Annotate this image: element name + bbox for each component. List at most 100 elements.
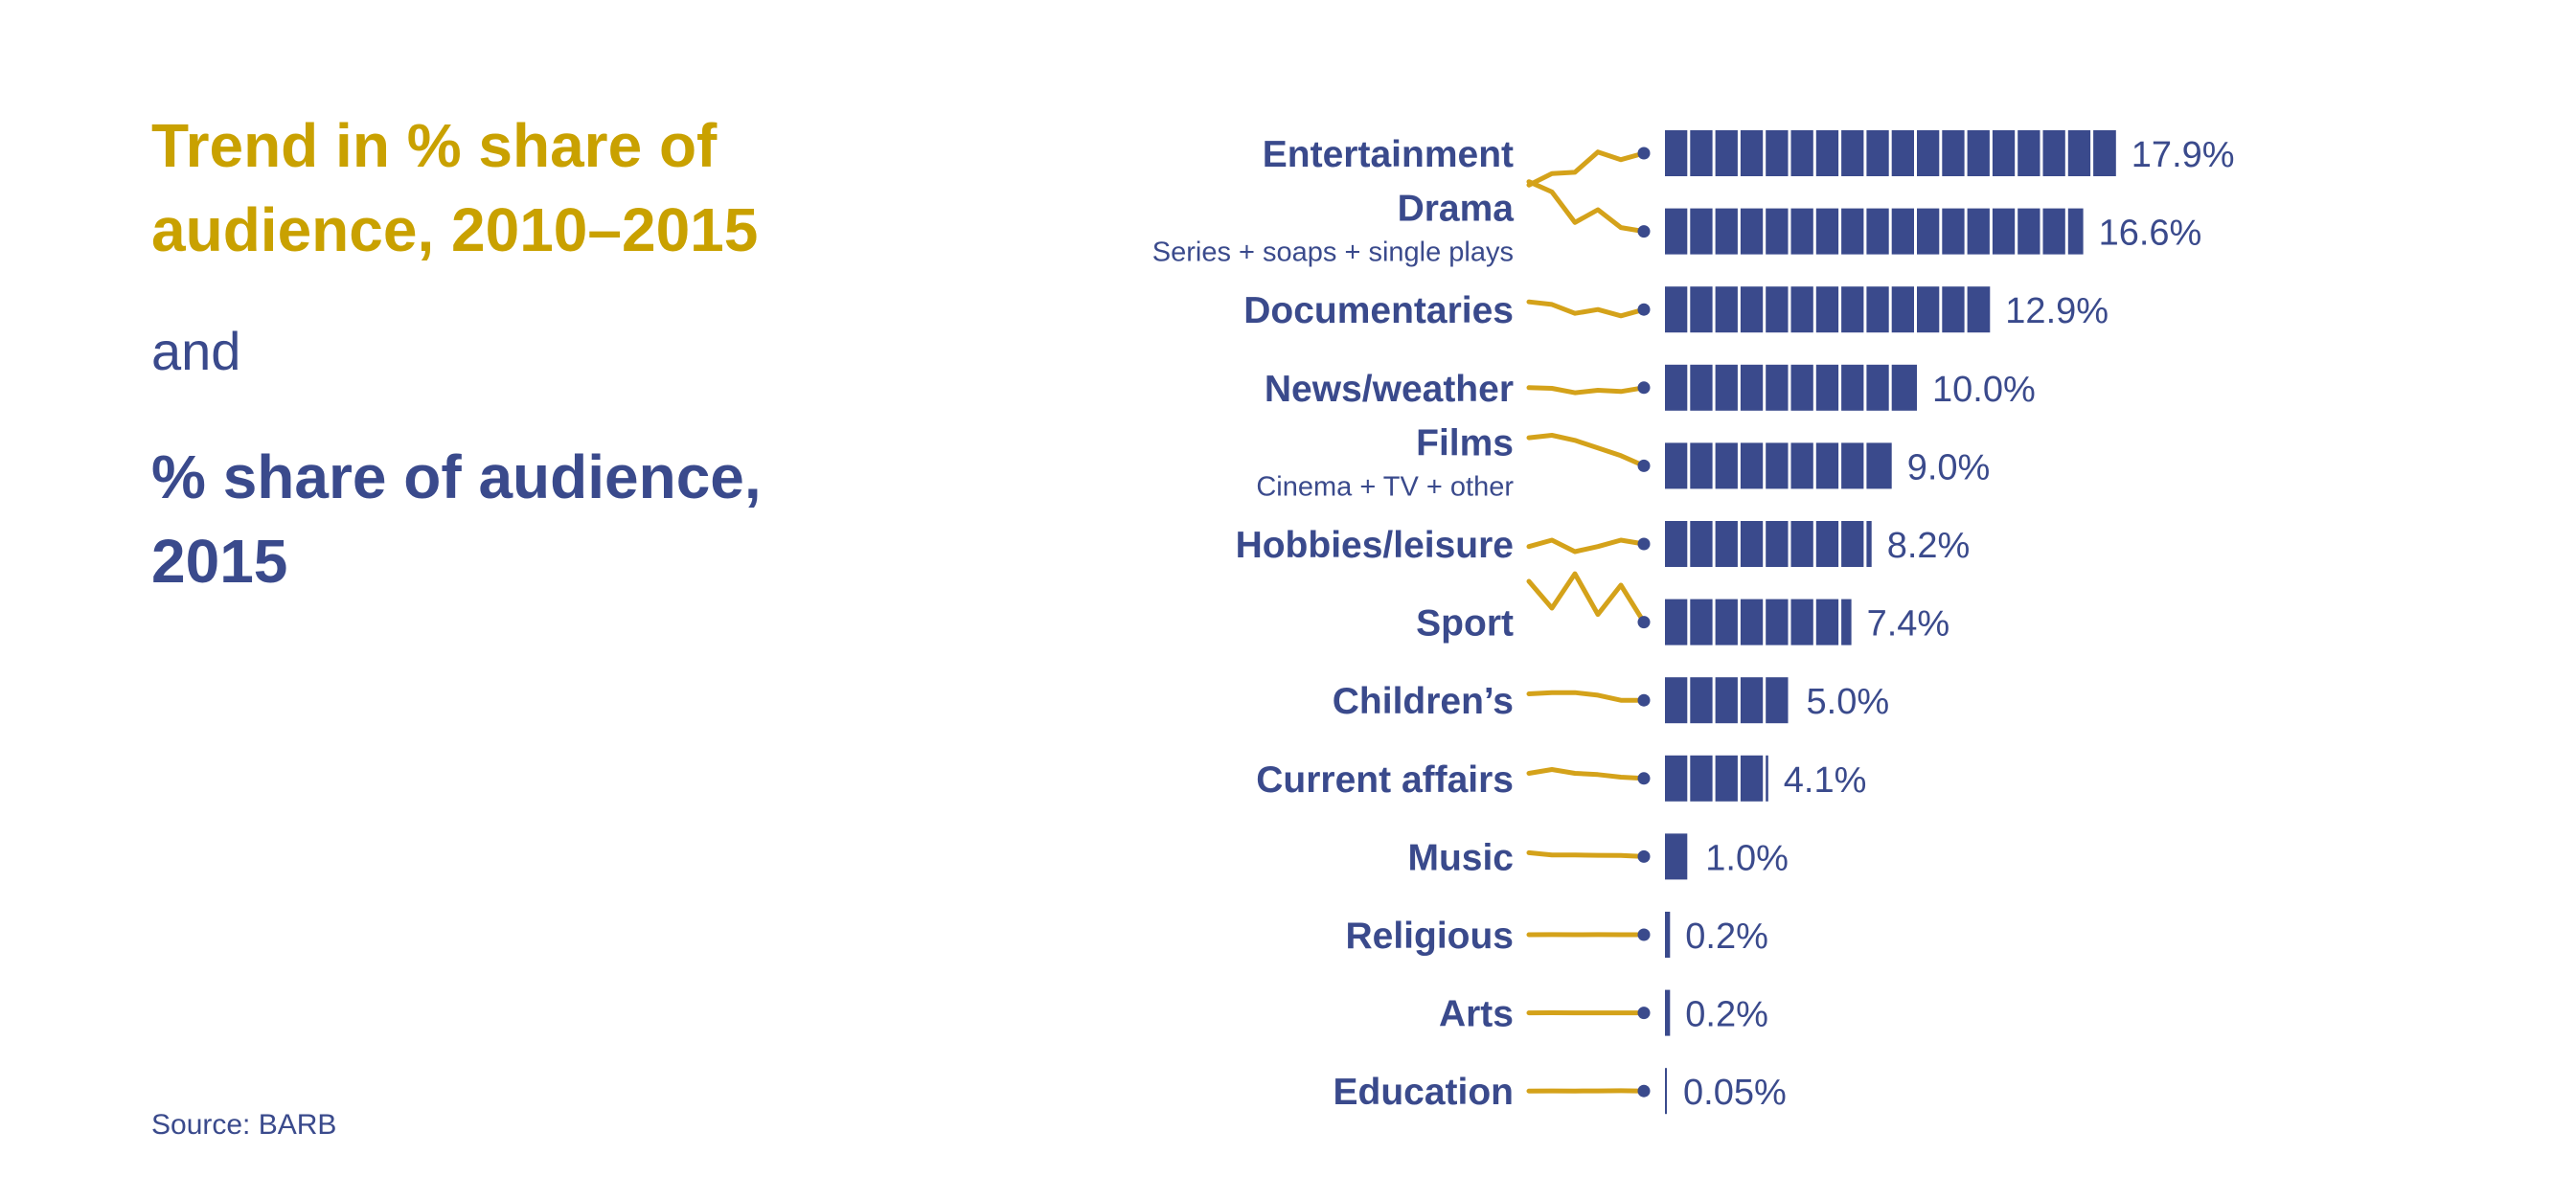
bar-segment [1891,208,1914,255]
bar-segment [1967,208,1990,255]
trend-title: Trend in % share of audience, 2010–2015 [151,103,1014,272]
bar-segment [1866,442,1892,489]
bar-segment [2093,130,2116,176]
bar-segment [1815,130,1839,176]
bar-segment [1665,286,1688,333]
value-bar [1665,755,1768,802]
chart-row: Religious 0.2% [1345,912,1768,958]
trend-sparkline [1526,537,1647,555]
bar-segment [1967,130,1990,176]
bar-segment [1841,442,1864,489]
bar-segment [1665,989,1671,1036]
bar-segment [1740,286,1764,333]
bar-segment [1790,130,1813,176]
bar-segment [2067,130,2091,176]
chart-row: Arts 0.2% [1439,989,1768,1036]
value-label: 9.0% [1907,447,1991,487]
bar-segment [1715,599,1738,645]
trend-endpoint-dot [1637,1007,1651,1020]
bar-segment [1740,208,1764,255]
trend-sparkline [1526,571,1647,625]
trend-sparkline [1526,433,1647,468]
chart-row: Education 0.05% [1333,1068,1787,1115]
bar-segment [1790,521,1813,567]
bar-segment [1942,208,1965,255]
value-bar [1665,208,2084,255]
bar-segment [1866,130,1889,176]
bar-segment [1841,286,1864,333]
chart-row: Current affairs 4.1% [1256,755,1866,802]
trend-endpoint-dot [1637,459,1651,472]
trend-endpoint-dot [1637,537,1651,551]
category-label: Hobbies/leisure [1236,525,1514,566]
bar-segment [1665,442,1688,489]
bar-segment [1841,521,1864,567]
bar-segment [1665,833,1688,880]
bar-segment [1740,442,1764,489]
bar-segment [1690,286,1713,333]
bar-segment [1715,521,1738,567]
bar-segment [1715,208,1738,255]
bar-segment [1815,599,1839,645]
bar-segment [1690,130,1713,176]
bar-segment [1766,364,1789,411]
bar-segment [1665,1068,1667,1115]
trend-sparkline [1526,849,1647,859]
value-bar [1665,833,1688,880]
bar-segment [1766,755,1768,802]
share-title-line2: 2015 [151,527,288,596]
bar-segment [1866,364,1889,411]
bar-segment [1942,286,1965,333]
bar-segment [1917,286,1940,333]
chart-row: Children’s 5.0% [1333,677,1889,724]
chart-row: Documentaries 12.9% [1243,286,2109,333]
trend-endpoint-dot [1637,849,1651,863]
bar-segment [1715,286,1738,333]
bar-segment [1715,364,1738,411]
bar-segment [2042,208,2065,255]
trend-sparkline [1526,179,1647,235]
trend-title-line1: Trend in % share of [151,111,718,180]
bar-segment [1942,130,1965,176]
bar-segment [1690,442,1713,489]
connector-text: and [151,321,241,381]
bar-segment [1740,130,1764,176]
trend-endpoint-dot [1637,693,1651,707]
bar-segment [1917,130,1940,176]
bar-segment [1841,208,1864,255]
bar-segment [1815,442,1839,489]
bar-segment [1715,755,1738,802]
value-bar [1665,677,1789,724]
chart-row: Sport 7.4% [1416,571,1950,645]
share-title: % share of audience, 2015 [151,435,1014,603]
bar-segment [1766,286,1789,333]
bar-segment [1790,599,1813,645]
bar-segment [1665,208,1688,255]
trend-endpoint-dot [1637,1084,1651,1098]
bar-segment [1841,364,1864,411]
category-label: Education [1333,1072,1514,1113]
heading-block: Trend in % share of audience, 2010–2015 … [151,103,1014,603]
bar-segment [1690,208,1713,255]
bar-segment [1715,130,1738,176]
trend-endpoint-dot [1637,616,1651,629]
bar-segment [1665,364,1688,411]
value-label: 7.4% [1867,604,1950,645]
value-label: 16.6% [2099,214,2202,254]
category-label: Sport [1416,603,1514,645]
trend-endpoint-dot [1637,772,1651,785]
value-bar [1665,130,2116,176]
bar-segment [1665,912,1671,958]
source-note: Source: BARB [151,1109,337,1141]
trend-endpoint-dot [1637,381,1651,395]
bar-segment [2042,130,2065,176]
bar-segment [1790,208,1813,255]
value-label: 0.2% [1685,995,1768,1035]
value-label: 1.0% [1705,838,1789,878]
category-label: Arts [1439,994,1514,1035]
category-label: Religious [1345,916,1514,957]
trend-sparkline [1526,385,1647,396]
bar-segment [1815,208,1839,255]
bar-segment [1891,130,1914,176]
